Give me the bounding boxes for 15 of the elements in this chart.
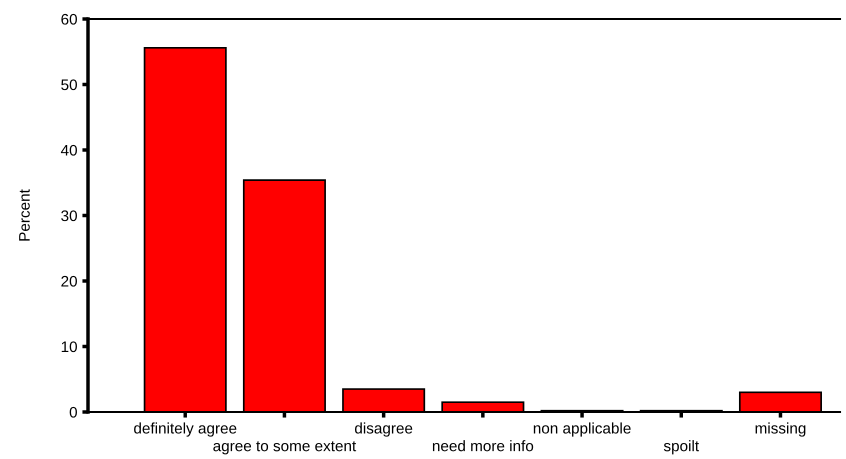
y-tick-label: 20 [61, 276, 77, 287]
y-tick-label: 10 [62, 341, 77, 352]
x-tick-label: spoilt [664, 440, 699, 454]
y-tick-label: 30 [61, 210, 77, 222]
x-tick-label: need more info [432, 440, 534, 452]
y-axis-title: Percent [19, 189, 30, 241]
x-tick-label: definitely agree [134, 422, 236, 437]
y-tick-label: 60 [61, 14, 77, 25]
y-tick-label: 0 [70, 406, 77, 418]
y-tick-label: 40 [60, 144, 77, 156]
y-tick-label: 50 [61, 79, 77, 90]
x-tick-label: missing [756, 422, 806, 437]
x-tick-label: non applicable [534, 422, 631, 437]
x-tick-label: agree to some extent [213, 441, 356, 454]
x-tick-label: disagree [354, 422, 412, 437]
